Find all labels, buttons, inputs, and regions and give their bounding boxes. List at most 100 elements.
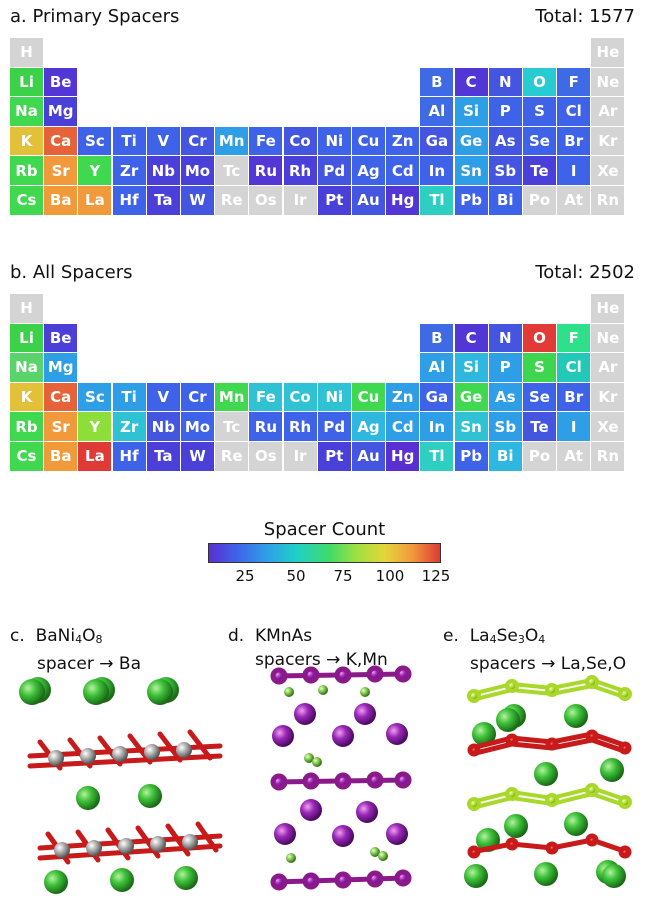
element-cell-te: Te	[523, 412, 556, 441]
colorbar	[208, 543, 441, 563]
element-cell-po: Po	[523, 442, 556, 471]
element-cell-ti: Ti	[112, 126, 146, 156]
element-cell-rn: Rn	[591, 442, 625, 471]
element-cell-cl: Cl	[557, 97, 591, 126]
formula-sub: 4	[538, 633, 546, 646]
element-cell-co: Co	[283, 382, 317, 412]
formula-part: BaNi	[35, 626, 76, 646]
panel-b-total: Total: 2502	[535, 262, 635, 283]
element-cell-cr: Cr	[181, 126, 214, 156]
element-cell-y: Y	[78, 412, 112, 441]
element-cell-k: K	[10, 126, 43, 156]
formula-sub: 4	[75, 633, 83, 646]
colorbar-tick-25: 25	[235, 567, 255, 585]
element-cell-c: C	[454, 67, 488, 97]
element-cell-p: P	[488, 353, 522, 382]
formula-part: O	[524, 626, 539, 646]
element-cell-tc: Tc	[215, 412, 249, 441]
element-cell-cs: Cs	[10, 442, 43, 471]
as-atoms-3	[286, 847, 388, 863]
element-cell-re: Re	[215, 442, 249, 471]
element-cell-zn: Zn	[386, 382, 420, 412]
element-cell-p: P	[488, 97, 522, 126]
element-cell-os: Os	[249, 442, 283, 471]
colorbar-title: Spacer Count	[263, 519, 386, 540]
element-cell-nb: Nb	[146, 156, 180, 185]
mnas-layer-1	[270, 665, 412, 685]
structure-e-la4se3o4	[464, 675, 632, 888]
element-cell-at: At	[557, 186, 591, 215]
mnas-layer-3	[270, 869, 412, 891]
panel-e-label: e. La4Se3O4 spacers → La,Se,O	[443, 624, 626, 676]
formula-part: O	[82, 626, 96, 646]
element-cell-in: In	[420, 156, 454, 185]
element-cell-pb: Pb	[454, 442, 488, 471]
element-cell-y: Y	[78, 156, 112, 185]
element-cell-sc: Sc	[78, 126, 112, 156]
element-cell-ar: Ar	[591, 97, 625, 126]
colorbar-tick-100: 100	[375, 567, 405, 585]
element-cell-cu: Cu	[352, 382, 385, 412]
element-cell-na: Na	[10, 353, 43, 382]
element-cell-se: Se	[523, 382, 556, 412]
element-cell-cs: Cs	[10, 186, 43, 215]
element-cell-br: Br	[557, 126, 591, 156]
element-cell-tc: Tc	[215, 156, 249, 185]
o-layer-bottom	[467, 833, 632, 859]
element-cell-ag: Ag	[352, 412, 385, 441]
panel-d-spacer-line: spacers → K,Mn	[255, 650, 388, 670]
la-atoms-upper-mid	[534, 758, 624, 786]
se-layer-top	[467, 675, 632, 703]
panel-c-letter: c.	[10, 626, 25, 646]
element-cell-sn: Sn	[454, 412, 488, 441]
element-cell-li: Li	[10, 323, 43, 353]
element-cell-pd: Pd	[317, 412, 351, 441]
element-cell-ba: Ba	[44, 442, 78, 471]
element-cell-mg: Mg	[44, 353, 78, 382]
la-atoms-bottom	[464, 860, 626, 888]
formula-part: Se	[496, 626, 518, 646]
ni-atoms-top	[48, 742, 192, 766]
element-cell-la: La	[78, 186, 112, 215]
element-cell-i: I	[557, 156, 591, 185]
formula-part: La	[469, 626, 490, 646]
element-cell-ir: Ir	[283, 442, 317, 471]
panel-d-label: d. KMnAs spacers → K,Mn	[228, 624, 388, 672]
element-cell-o: O	[523, 323, 556, 353]
element-cell-sc: Sc	[78, 382, 112, 412]
structure-c-bani4o8	[19, 677, 223, 894]
ba-atoms-bottom	[44, 866, 198, 894]
element-cell-au: Au	[352, 442, 385, 471]
o-layer-top	[467, 729, 632, 757]
element-cell-ge: Ge	[454, 382, 488, 412]
element-cell-h: H	[10, 294, 43, 323]
element-cell-ni: Ni	[317, 382, 351, 412]
element-cell-rn: Rn	[591, 186, 625, 215]
element-cell-fe: Fe	[249, 126, 283, 156]
formula-sub: 8	[95, 633, 103, 646]
panel-c-label: c. BaNi4O8 spacer → Ba	[10, 624, 141, 676]
element-cell-tl: Tl	[420, 186, 454, 215]
element-cell-si: Si	[454, 97, 488, 126]
element-cell-bi: Bi	[488, 442, 522, 471]
colorbar-tick-125: 125	[421, 567, 451, 585]
element-cell-i: I	[557, 412, 591, 441]
element-cell-ti: Ti	[112, 382, 146, 412]
element-cell-ba: Ba	[44, 186, 78, 215]
element-cell-os: Os	[249, 186, 283, 215]
element-cell-cd: Cd	[386, 156, 420, 185]
element-cell-se: Se	[523, 126, 556, 156]
element-cell-kr: Kr	[591, 126, 625, 156]
structure-d-kmnas	[270, 665, 412, 891]
element-cell-h: H	[10, 38, 43, 67]
element-cell-mn: Mn	[215, 126, 249, 156]
element-cell-ga: Ga	[420, 382, 454, 412]
element-cell-as: As	[488, 126, 522, 156]
element-cell-pt: Pt	[317, 186, 351, 215]
element-cell-bi: Bi	[488, 186, 522, 215]
element-cell-ne: Ne	[591, 323, 625, 353]
element-cell-be: Be	[44, 67, 78, 97]
k-atoms-2	[274, 799, 408, 847]
panel-b-title: b. All Spacers	[10, 262, 133, 283]
colorbar-tick-75: 75	[333, 567, 353, 585]
